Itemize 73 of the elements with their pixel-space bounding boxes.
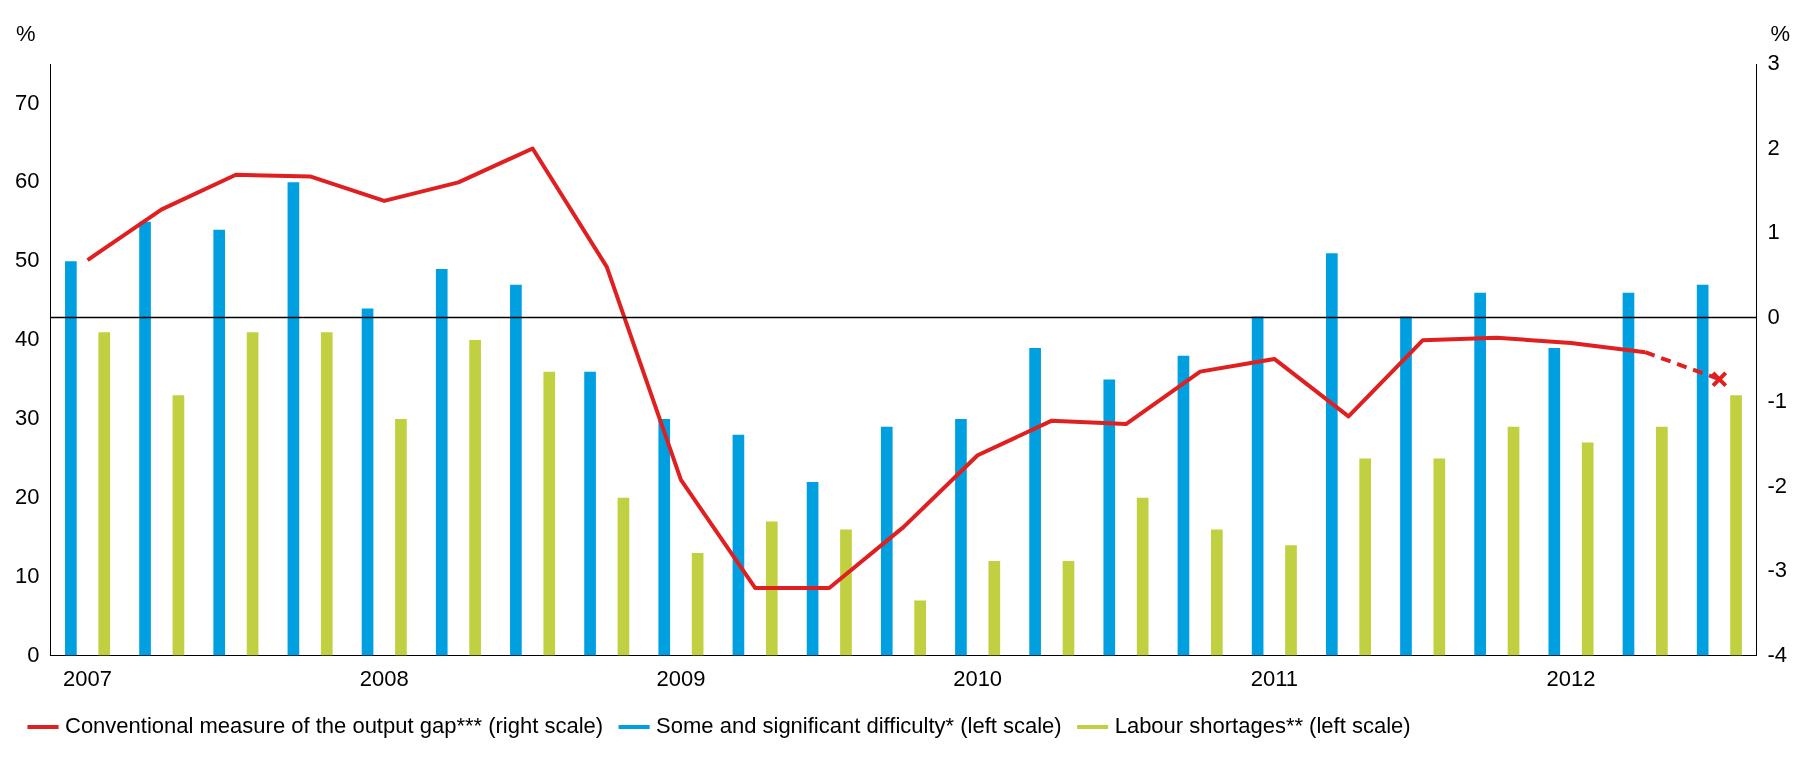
y2-tick-label: -2: [1767, 472, 1787, 498]
x-tick-label: 2007: [63, 665, 113, 691]
bar: [1696, 284, 1709, 656]
bar: [65, 261, 77, 656]
y2-axis-title: %: [1770, 21, 1790, 47]
bar: [1029, 347, 1041, 656]
bar: [658, 418, 671, 656]
bar: [1400, 316, 1412, 656]
bar: [287, 182, 300, 656]
bar: [1548, 347, 1561, 656]
x-tick-label: 2008: [359, 665, 409, 691]
bar: [1062, 560, 1075, 656]
x-tick-label: 2009: [656, 665, 706, 691]
y-axis-title: %: [16, 21, 36, 47]
y-tick-label: 50: [14, 247, 40, 273]
x-tick-label: 2011: [1250, 665, 1298, 691]
y2-tick-label: 0: [1767, 303, 1780, 329]
y-tick-label: 60: [14, 168, 40, 194]
bar: [1177, 355, 1190, 656]
legend-label: Labour shortages** (left scale): [1114, 713, 1411, 739]
bar: [1136, 497, 1149, 656]
bar: [543, 371, 556, 656]
bar: [510, 284, 522, 656]
bar: [172, 395, 185, 656]
y-tick-label: 0: [27, 641, 40, 667]
bar: [1507, 426, 1520, 656]
bar: [691, 553, 704, 656]
bar: [1103, 379, 1116, 656]
y2-tick-label: -1: [1767, 388, 1787, 414]
bar: [320, 332, 333, 656]
legend-label: Conventional measure of the output gap*** (right scale): [65, 713, 604, 739]
y-tick-label: 70: [14, 89, 40, 115]
y2-tick-label: 1: [1767, 219, 1780, 245]
bar: [806, 482, 819, 656]
bar: [395, 418, 407, 656]
y-tick-label: 30: [14, 405, 40, 431]
bar: [98, 332, 111, 656]
bar: [469, 340, 481, 656]
bar: [1433, 458, 1446, 656]
y2-tick-label: -4: [1767, 641, 1787, 667]
y2-tick-label: -3: [1767, 557, 1787, 583]
legend-label: Some and significant difficulty* (left scale): [656, 713, 1062, 739]
bar: [1656, 426, 1668, 656]
y-tick-label: 20: [14, 483, 40, 509]
bar: [617, 497, 630, 656]
bar: [1581, 442, 1594, 656]
bar: [1285, 545, 1297, 656]
bar: [1622, 292, 1635, 656]
bar: [732, 434, 745, 656]
bar: [988, 560, 1001, 656]
bar: [1325, 253, 1338, 656]
bar: [213, 229, 226, 656]
x-tick-label: 2010: [953, 665, 1003, 691]
bar: [246, 332, 259, 656]
y2-tick-label: 3: [1767, 50, 1780, 76]
bar: [1730, 395, 1742, 656]
bar: [914, 600, 926, 656]
bar: [361, 308, 374, 656]
bar: [1210, 529, 1223, 656]
y-tick-label: 10: [14, 562, 40, 588]
bar: [139, 221, 151, 656]
bar: [584, 371, 596, 656]
bar: [1251, 316, 1264, 656]
bar: [765, 521, 778, 656]
bar: [435, 269, 448, 656]
bar: [955, 418, 967, 656]
y2-tick-label: 2: [1767, 134, 1780, 160]
bar: [880, 426, 893, 656]
bar: [840, 529, 852, 656]
y-tick-label: 40: [14, 326, 40, 352]
x-tick-label: 2012: [1546, 665, 1596, 691]
bar: [1359, 458, 1372, 656]
bar: [1474, 292, 1486, 656]
